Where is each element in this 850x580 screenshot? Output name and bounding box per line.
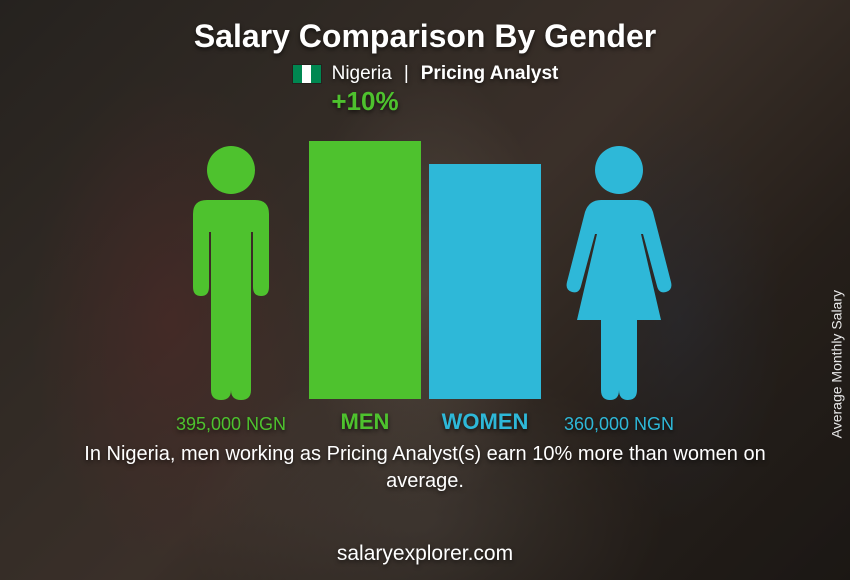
flag-stripe	[293, 65, 302, 83]
summary-text: In Nigeria, men working as Pricing Analy…	[65, 441, 785, 495]
job-title-label: Pricing Analyst	[421, 63, 559, 85]
men-block: 395,000 NGN	[161, 142, 301, 435]
chart-area: 395,000 NGN +10% MEN WOMEN 360,000 NGN	[115, 95, 735, 435]
men-bar-label: MEN	[341, 409, 390, 435]
percent-diff-label: +10%	[331, 86, 398, 117]
page-title: Salary Comparison By Gender	[194, 18, 656, 55]
women-bar	[429, 164, 541, 399]
women-block: 360,000 NGN	[549, 142, 689, 435]
flag-stripe	[302, 65, 311, 83]
women-bar-label: WOMEN	[442, 409, 529, 435]
flag-stripe	[311, 65, 320, 83]
separator: |	[404, 63, 409, 85]
women-bar-block: WOMEN	[429, 164, 541, 435]
content-container: Salary Comparison By Gender Nigeria | Pr…	[0, 0, 850, 580]
nigeria-flag-icon	[292, 64, 322, 84]
men-bar	[309, 141, 421, 399]
men-bar-block: +10% MEN	[309, 141, 421, 435]
woman-icon	[559, 142, 679, 402]
footer-source: salaryexplorer.com	[337, 542, 513, 566]
subtitle-row: Nigeria | Pricing Analyst	[292, 63, 559, 85]
man-icon	[171, 142, 291, 402]
country-label: Nigeria	[332, 63, 392, 85]
y-axis-label: Average Monthly Salary	[828, 290, 844, 438]
women-salary-label: 360,000 NGN	[564, 414, 674, 435]
men-salary-label: 395,000 NGN	[176, 414, 286, 435]
